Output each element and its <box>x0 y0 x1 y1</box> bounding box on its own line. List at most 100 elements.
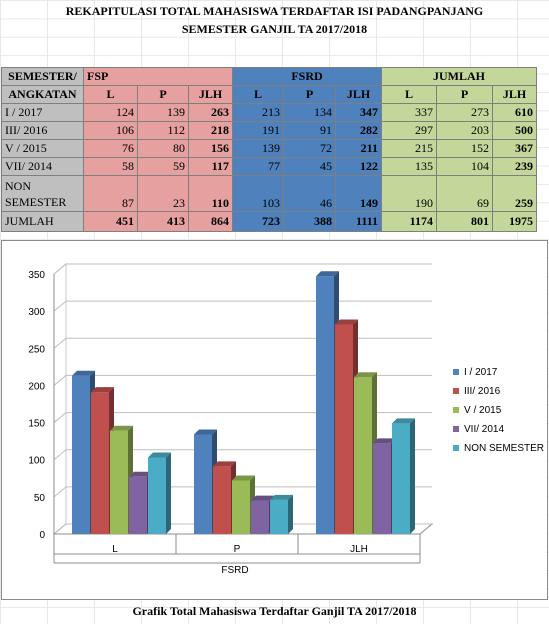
gridline <box>53 337 432 349</box>
table-cell[interactable]: 211 <box>335 139 382 158</box>
table-cell[interactable]: 23 <box>137 175 189 212</box>
legend-swatch <box>453 369 459 375</box>
table-cell[interactable]: 1111 <box>335 211 382 232</box>
bar <box>251 500 269 534</box>
table-cell[interactable]: 282 <box>335 121 382 140</box>
left-wall <box>53 262 67 536</box>
sub-header-cell[interactable]: JLH <box>335 85 382 104</box>
table-cell[interactable]: 203 <box>436 121 493 140</box>
table-cell[interactable]: 218 <box>188 121 233 140</box>
bar-top <box>232 475 255 481</box>
table-cell[interactable]: 45 <box>283 157 336 176</box>
bar-side <box>166 452 171 534</box>
table-cell[interactable]: 58 <box>83 157 138 176</box>
table-cell[interactable]: 87 <box>83 175 138 212</box>
table-cell[interactable]: 451 <box>83 211 138 232</box>
table-cell[interactable]: 239 <box>492 157 537 176</box>
row-label[interactable]: NON SEMESTER <box>1 175 84 212</box>
sub-header-cell[interactable]: P <box>283 85 336 104</box>
table-cell[interactable]: 135 <box>381 157 437 176</box>
table-row: VII/ 2014 58 59 117 77 45 122 135 104 23… <box>1 157 537 176</box>
bar-top <box>129 471 152 477</box>
table-cell[interactable]: 149 <box>335 175 382 212</box>
table-cell[interactable]: 190 <box>381 175 437 212</box>
table-cell[interactable]: 388 <box>283 211 336 232</box>
table-cell[interactable]: 59 <box>137 157 189 176</box>
table-cell[interactable]: 103 <box>232 175 284 212</box>
table-cell[interactable]: 76 <box>83 139 138 158</box>
table-row: III/ 2016 106 112 218 191 91 282 297 203… <box>1 121 537 140</box>
bar <box>110 430 128 534</box>
sub-header-cell[interactable]: L <box>83 85 138 104</box>
bar <box>316 276 334 534</box>
sub-header-cell[interactable]: P <box>137 85 189 104</box>
row-label[interactable]: VII/ 2014 <box>1 157 84 176</box>
table-cell[interactable]: 112 <box>137 121 189 140</box>
bar <box>213 466 231 534</box>
table-cell[interactable]: 117 <box>188 157 233 176</box>
sub-header-cell[interactable]: L <box>381 85 437 104</box>
table-cell[interactable]: 864 <box>188 211 233 232</box>
table-cell[interactable]: 500 <box>492 121 537 140</box>
sub-header-cell[interactable]: L <box>232 85 284 104</box>
table-cell[interactable]: 191 <box>232 121 284 140</box>
bar <box>373 443 391 534</box>
table-cell[interactable]: 122 <box>335 157 382 176</box>
table-cell[interactable]: 215 <box>381 139 437 158</box>
table-cell[interactable]: 263 <box>188 103 233 122</box>
sub-header-cell[interactable]: JLH <box>492 85 537 104</box>
y-tick-label: 0 <box>39 530 45 541</box>
table-cell[interactable]: 77 <box>232 157 284 176</box>
legend-swatch <box>453 388 459 394</box>
table-cell[interactable]: 139 <box>232 139 284 158</box>
table-cell[interactable]: 1975 <box>492 211 537 232</box>
table-cell[interactable]: 273 <box>436 103 493 122</box>
table-cell[interactable]: 110 <box>188 175 233 212</box>
gridline <box>53 486 432 498</box>
header-semester[interactable]: SEMESTER/ <box>1 67 84 86</box>
bar <box>335 324 353 534</box>
row-label[interactable]: I / 2017 <box>1 103 84 122</box>
x-tick-label: JLH <box>350 544 368 555</box>
table-cell[interactable]: 413 <box>137 211 189 232</box>
header-fsrd[interactable]: FSRD <box>232 67 382 86</box>
table-cell[interactable]: 104 <box>436 157 493 176</box>
header-angkatan[interactable]: ANGKATAN <box>1 85 84 104</box>
sub-header-cell[interactable]: JLH <box>188 85 233 104</box>
table-cell[interactable]: 259 <box>492 175 537 212</box>
table-cell[interactable]: 367 <box>492 139 537 158</box>
table-cell[interactable]: 91 <box>283 121 336 140</box>
table-cell[interactable]: 134 <box>283 103 336 122</box>
table-cell[interactable]: 106 <box>83 121 138 140</box>
table-cell[interactable]: 156 <box>188 139 233 158</box>
bar <box>148 457 166 534</box>
table-cell[interactable]: 72 <box>283 139 336 158</box>
chart-caption: Grafik Total Mahasiswa Terdaftar Ganjil … <box>132 604 417 618</box>
table-cell[interactable]: 69 <box>436 175 493 212</box>
y-tick-label: 350 <box>28 270 45 281</box>
row-label[interactable]: III/ 2016 <box>1 121 84 140</box>
table-cell[interactable]: 297 <box>381 121 437 140</box>
legend-label: NON SEMESTER <box>464 443 544 454</box>
table-cell[interactable]: 152 <box>436 139 493 158</box>
table-cell[interactable]: 610 <box>492 103 537 122</box>
table-cell[interactable]: 347 <box>335 103 382 122</box>
table-cell[interactable]: 337 <box>381 103 437 122</box>
table-cell[interactable]: 80 <box>137 139 189 158</box>
row-label[interactable]: JUMLAH <box>1 211 84 232</box>
table-cell[interactable]: 46 <box>283 175 336 212</box>
table-cell[interactable]: 139 <box>137 103 189 122</box>
legend-label: I / 2017 <box>464 367 498 378</box>
chart-area[interactable]: 0 50 100 150 200 250 300 350 L P JLH FSRD I / 2017 II… <box>1 240 548 600</box>
table-cell[interactable]: 801 <box>436 211 493 232</box>
table-cell[interactable]: 1174 <box>381 211 437 232</box>
report-title: REKAPITULASI TOTAL MAHASISWA TERDAFTAR I… <box>65 4 484 18</box>
table-cell[interactable]: 124 <box>83 103 138 122</box>
table-cell[interactable]: 213 <box>232 103 284 122</box>
header-jumlah[interactable]: JUMLAH <box>381 67 537 86</box>
x-tick-label: L <box>112 544 118 555</box>
sub-header-cell[interactable]: P <box>436 85 493 104</box>
header-fsp[interactable]: FSP <box>83 67 233 86</box>
row-label[interactable]: V / 2015 <box>1 139 84 158</box>
table-cell[interactable]: 723 <box>232 211 284 232</box>
